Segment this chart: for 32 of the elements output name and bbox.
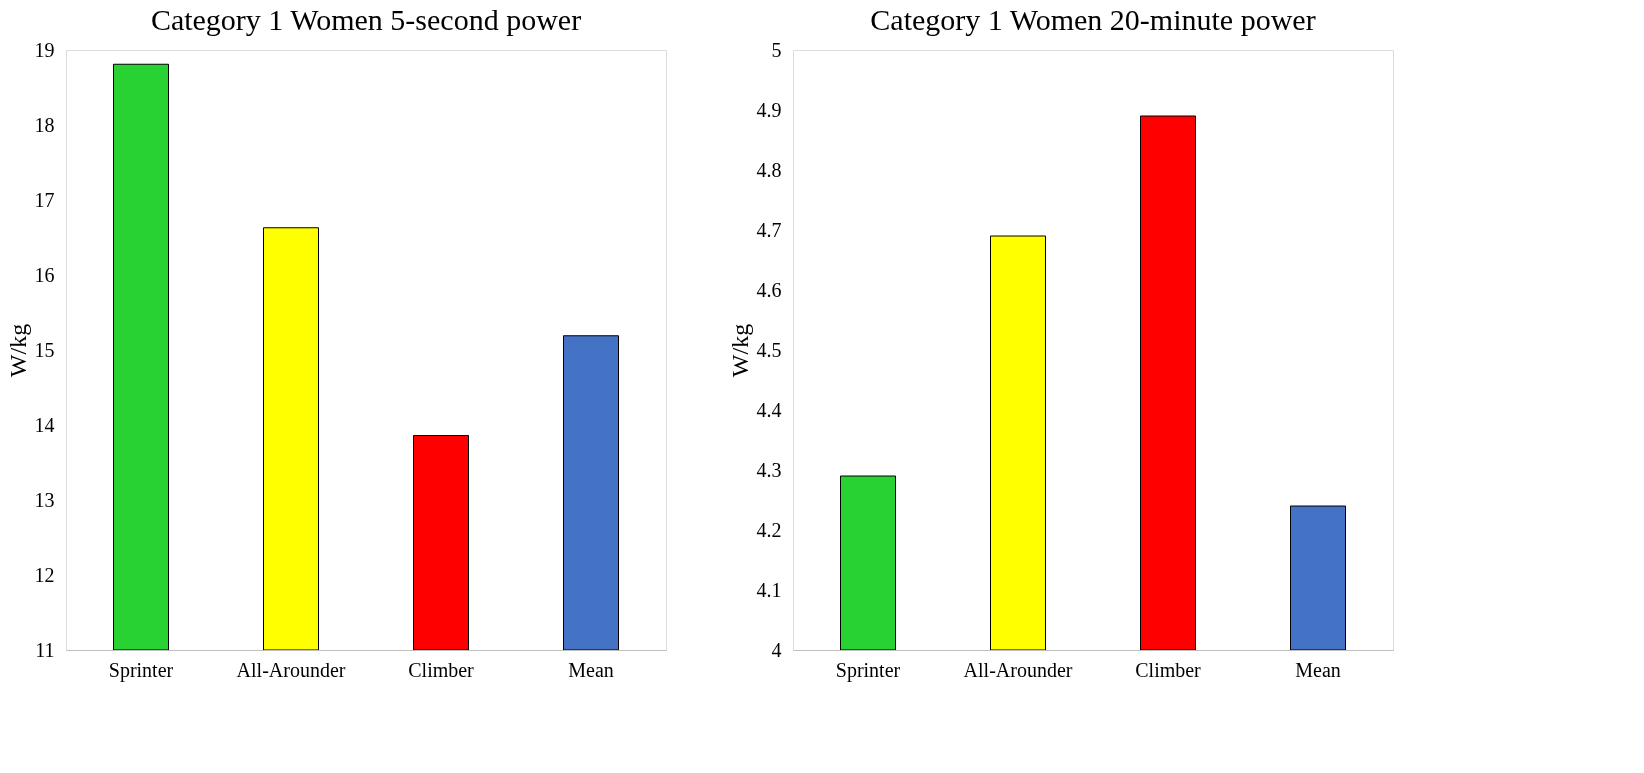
x-tick-label: All-Arounder	[963, 658, 1073, 681]
y-tick-label: 4	[771, 638, 782, 661]
y-tick-label: 18	[34, 113, 55, 136]
y-tick-label: 4.1	[756, 578, 782, 601]
y-tick-label: 11	[35, 638, 55, 661]
y-tick-label: 4.7	[756, 218, 782, 241]
x-tick-label: Climber	[408, 658, 475, 681]
y-tick-label: 14	[34, 413, 55, 436]
chart-title: Category 1 Women 20-minute power	[870, 3, 1316, 36]
y-axis-title: W/kg	[726, 323, 753, 378]
y-tick-label: 16	[34, 263, 55, 286]
x-tick-label: Climber	[1135, 658, 1202, 681]
x-tick-label: Sprinter	[835, 658, 901, 682]
y-tick-label: 4.2	[756, 518, 782, 541]
x-tick-label: Sprinter	[108, 658, 174, 682]
y-tick-label: 4.6	[756, 278, 782, 301]
chart-title: Category 1 Women 5-second power	[150, 3, 582, 36]
y-tick-label: 4.5	[756, 338, 782, 361]
x-tick-label: Mean	[1295, 658, 1341, 681]
y-tick-label: 12	[34, 563, 55, 586]
y-tick-label: 15	[34, 338, 55, 361]
y-tick-label: 5	[771, 38, 782, 61]
y-tick-label: 13	[34, 488, 55, 511]
y-tick-label: 4.8	[756, 158, 782, 181]
y-axis-title: W/kg	[4, 323, 31, 378]
y-tick-label: 19	[34, 38, 55, 61]
x-tick-label: Mean	[568, 658, 614, 681]
x-tick-label: All-Arounder	[236, 658, 346, 681]
y-tick-label: 4.4	[756, 398, 782, 421]
y-tick-label: 4.9	[756, 98, 782, 121]
y-tick-label: 4.3	[756, 458, 782, 481]
y-tick-label: 17	[34, 188, 55, 211]
